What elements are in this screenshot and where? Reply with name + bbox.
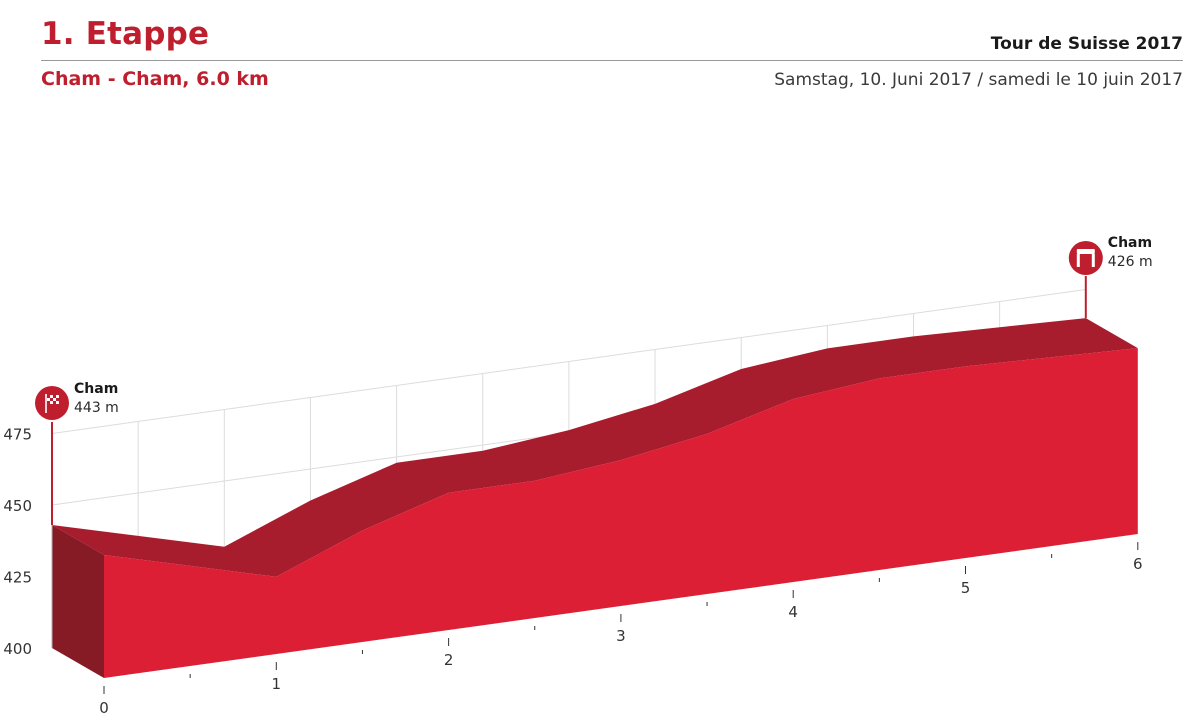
finish-altitude: 426 m (1108, 254, 1153, 270)
x-tick-label: 0 (99, 699, 109, 717)
x-tick-label: 1 (272, 675, 282, 693)
x-tick-label: 3 (616, 627, 626, 645)
x-tick-label: 5 (961, 579, 971, 597)
profile-area (52, 318, 1138, 678)
start-location-name: Cham (74, 381, 118, 397)
flag-check (53, 401, 56, 404)
arch-leg-left (1076, 254, 1080, 267)
profile-front-face (104, 348, 1138, 678)
y-tick-label: 475 (3, 426, 32, 444)
finish-marker-badge (1068, 241, 1103, 275)
profile-side-face (52, 525, 104, 678)
arch-leg-right (1091, 254, 1095, 267)
checkered-flag-icon (45, 394, 59, 413)
finish-arch-icon (1076, 249, 1095, 267)
x-tick-label: 4 (788, 603, 798, 621)
finish-location-name: Cham (1108, 235, 1152, 251)
flag-check (47, 395, 50, 398)
race-name: Tour de Suisse 2017 (990, 34, 1183, 54)
flag-check (56, 398, 59, 401)
y-tick-label: 450 (3, 497, 32, 515)
profile-markers: Cham 443 m Cham 426 m (35, 235, 1153, 526)
start-altitude: 443 m (74, 400, 119, 416)
profile-top-surface (52, 318, 1138, 577)
header-divider (41, 60, 1183, 61)
arch-banner (1076, 249, 1095, 254)
start-marker[interactable] (35, 386, 69, 420)
finish-marker[interactable] (1068, 241, 1103, 275)
flag-check (47, 401, 50, 404)
y-tick-label: 425 (3, 569, 32, 587)
x-tick-label: 6 (1133, 555, 1143, 573)
flag-check (53, 395, 56, 398)
x-tick-label: 2 (444, 651, 454, 669)
y-tick-label: 400 (3, 640, 32, 658)
stage-date: Samstag, 10. Juni 2017 / samedi le 10 ju… (774, 70, 1183, 90)
stage-title: 1. Etappe (41, 16, 210, 52)
flag-check (50, 398, 53, 401)
stage-route: Cham - Cham, 6.0 km (41, 68, 269, 90)
